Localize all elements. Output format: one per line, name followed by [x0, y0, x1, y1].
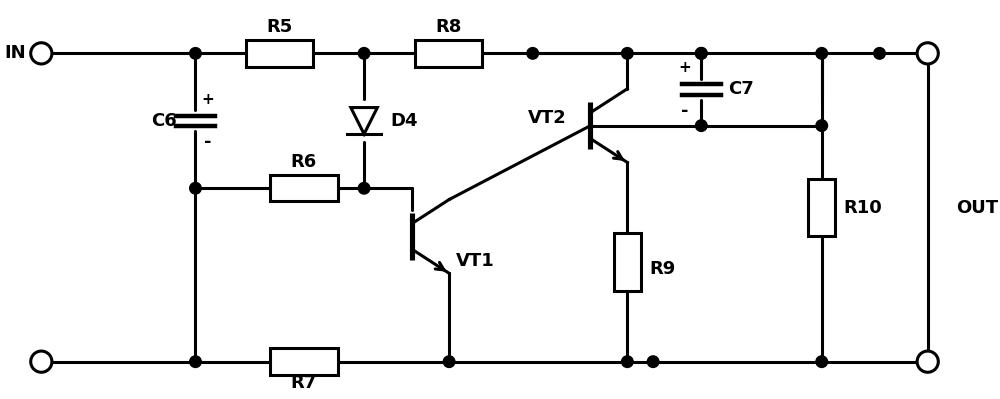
Circle shape — [874, 47, 885, 59]
Bar — [246, 40, 313, 67]
Bar — [270, 348, 338, 375]
Text: C7: C7 — [728, 81, 754, 99]
Circle shape — [358, 182, 370, 194]
Bar — [614, 233, 641, 291]
Circle shape — [622, 356, 633, 367]
Text: R10: R10 — [843, 199, 882, 217]
Text: VT1: VT1 — [456, 251, 494, 269]
Text: +: + — [678, 60, 691, 75]
Text: VT2: VT2 — [528, 109, 566, 127]
Text: R6: R6 — [291, 153, 317, 171]
Circle shape — [696, 47, 707, 59]
Circle shape — [527, 47, 538, 59]
Text: -: - — [204, 134, 211, 152]
Text: D4: D4 — [391, 112, 418, 130]
Text: C6: C6 — [151, 112, 177, 130]
Polygon shape — [351, 108, 377, 134]
Text: R5: R5 — [267, 18, 293, 36]
Text: IN: IN — [4, 44, 26, 62]
Circle shape — [31, 43, 52, 64]
Circle shape — [358, 47, 370, 59]
Text: R8: R8 — [435, 18, 462, 36]
Text: R9: R9 — [649, 260, 675, 278]
Text: +: + — [201, 92, 214, 107]
Circle shape — [190, 47, 201, 59]
Bar — [270, 175, 338, 201]
Circle shape — [816, 356, 828, 367]
Circle shape — [917, 43, 938, 64]
Circle shape — [190, 182, 201, 194]
Circle shape — [31, 351, 52, 372]
Circle shape — [696, 47, 707, 59]
Text: R7: R7 — [291, 374, 317, 392]
Circle shape — [443, 356, 455, 367]
Circle shape — [190, 356, 201, 367]
Circle shape — [622, 47, 633, 59]
Circle shape — [696, 120, 707, 131]
Circle shape — [647, 356, 659, 367]
Circle shape — [816, 47, 828, 59]
Circle shape — [917, 351, 938, 372]
Text: -: - — [681, 102, 688, 120]
Text: OUT: OUT — [957, 199, 999, 217]
Bar — [808, 179, 835, 237]
Bar — [415, 40, 482, 67]
Circle shape — [816, 120, 828, 131]
